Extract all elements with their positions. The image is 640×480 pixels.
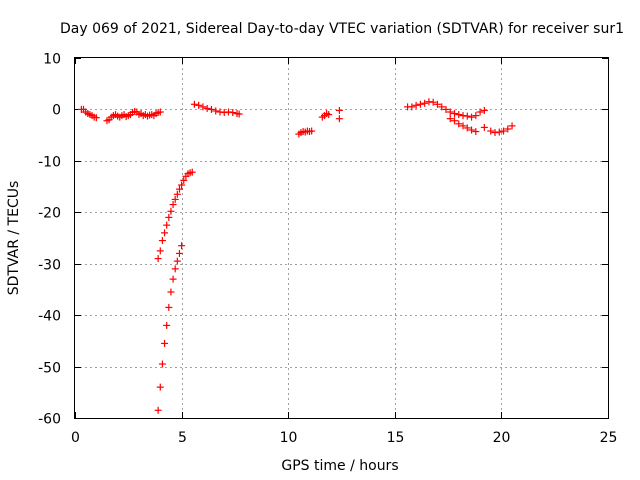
x-axis-label: GPS time / hours (281, 458, 398, 474)
data-point (472, 128, 480, 136)
y-tick-label: -50 (38, 361, 61, 377)
data-point (175, 249, 183, 257)
data-point (156, 108, 164, 116)
data-point (463, 124, 471, 132)
x-tick-label: 0 (71, 430, 80, 446)
data-point (158, 360, 166, 368)
data-point (158, 237, 166, 245)
data-point (416, 100, 424, 108)
data-point (199, 103, 207, 111)
data-point (438, 103, 446, 111)
data-point (190, 100, 198, 108)
data-point (178, 242, 186, 250)
x-tick-label: 10 (280, 430, 298, 446)
data-point (175, 185, 183, 193)
data-point (408, 103, 416, 111)
grid (75, 58, 608, 418)
data-point (161, 229, 169, 237)
data-point (195, 101, 203, 109)
data-point (433, 100, 441, 108)
data-point (487, 127, 495, 135)
data-point (495, 128, 503, 136)
data-point (455, 120, 463, 128)
data-point (450, 110, 458, 118)
y-tick-labels: 10 0 -10 -20 -30 -40 -50 -60 (38, 52, 61, 428)
data-point (235, 110, 243, 118)
y-tick-label: -10 (38, 155, 61, 171)
data-point (207, 105, 215, 113)
data-point (500, 127, 508, 135)
data-point (180, 176, 188, 184)
chart-title: Day 069 of 2021, Sidereal Day-to-day VTE… (60, 21, 624, 37)
data-point (442, 105, 450, 113)
data-point (325, 111, 333, 119)
data-point (92, 114, 100, 122)
data-point (188, 168, 196, 176)
x-tick-label: 20 (493, 430, 511, 446)
x-tick-label: 5 (178, 430, 187, 446)
data-point (203, 104, 211, 112)
data-point (165, 303, 173, 311)
data-point (459, 122, 467, 130)
data-point (335, 106, 343, 114)
data-point (173, 257, 181, 265)
y-tick-label: 0 (52, 103, 61, 119)
y-tick-label: -60 (38, 412, 61, 428)
data-point (429, 98, 437, 106)
data-point (335, 115, 343, 123)
data-point (167, 207, 175, 215)
y-axis-label: SDTVAR / TECUs (6, 181, 22, 296)
data-point (212, 107, 220, 115)
data-point (156, 383, 164, 391)
data-point (476, 108, 484, 116)
data-point (472, 112, 480, 120)
x-tick-label: 25 (600, 430, 618, 446)
data-point (154, 406, 162, 414)
data-point (171, 195, 179, 203)
y-tick-label: -20 (38, 206, 61, 222)
data-point (450, 117, 458, 125)
series-sdtvar (77, 98, 516, 414)
y-tick-label: -30 (38, 258, 61, 274)
data-point (169, 201, 177, 209)
data-point (165, 213, 173, 221)
data-point (154, 255, 162, 263)
data-point (167, 288, 175, 296)
data-point (508, 122, 516, 130)
data-point (468, 113, 476, 121)
x-tick-label: 15 (387, 430, 405, 446)
plot-frame (74, 57, 609, 419)
data-point (161, 339, 169, 347)
data-point (455, 111, 463, 119)
data-point (504, 125, 512, 133)
data-point (173, 190, 181, 198)
y-tick-label: 10 (43, 52, 61, 68)
data-point (229, 109, 237, 117)
data-point (308, 127, 316, 135)
data-point (163, 321, 171, 329)
data-point (463, 112, 471, 120)
data-point (446, 115, 454, 123)
x-tick-labels: 0 5 10 15 20 25 (71, 430, 617, 446)
y-tick-label: -40 (38, 309, 61, 325)
data-point (178, 181, 186, 189)
data-point (156, 247, 164, 255)
data-point (480, 123, 488, 131)
data-point (169, 275, 177, 283)
data-point (446, 108, 454, 116)
data-point (480, 106, 488, 114)
data-point (163, 221, 171, 229)
data-point (171, 265, 179, 273)
data-point (421, 99, 429, 107)
data-point (468, 126, 476, 134)
data-point (412, 101, 420, 109)
